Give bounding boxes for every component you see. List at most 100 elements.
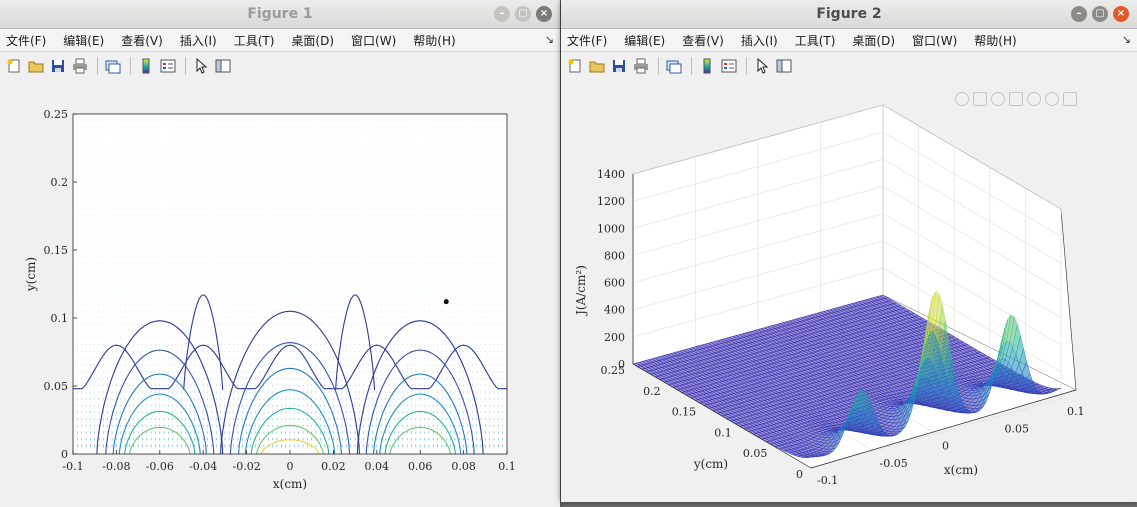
x-tick-label: 0.08 [451, 460, 476, 473]
menu-insert[interactable]: 插入(I) [179, 33, 217, 48]
pointer-icon[interactable] [191, 56, 211, 76]
contour-line [384, 410, 456, 455]
home-icon[interactable] [1063, 92, 1077, 106]
zoom-in-icon[interactable] [1027, 92, 1041, 106]
figure1-window[interactable]: Figure 1 – ▢ × 文件(F) 编辑(E) 查看(V) 插入(I) 工… [0, 0, 560, 507]
open-file-icon[interactable] [587, 56, 607, 76]
data-tip-icon[interactable] [973, 92, 987, 106]
quiver-field [77, 120, 503, 448]
figure1-toolbar [0, 52, 560, 81]
link-plot-icon[interactable] [103, 56, 123, 76]
contour-line [365, 349, 475, 455]
figure1-title: Figure 1 [247, 6, 313, 22]
brush-icon[interactable] [955, 92, 969, 106]
new-figure-icon[interactable] [565, 56, 585, 76]
menu-help[interactable]: 帮助(H) [974, 33, 1017, 48]
rotate-icon[interactable] [991, 92, 1005, 106]
menu-help[interactable]: 帮助(H) [413, 33, 456, 48]
contour-line [183, 294, 224, 391]
menu-overflow-icon[interactable]: ↘ [544, 33, 554, 46]
contour-line [112, 373, 207, 455]
menu-view[interactable]: 查看(V) [121, 33, 163, 48]
figure1-titlebar[interactable]: Figure 1 – ▢ × [0, 0, 560, 29]
new-figure-icon[interactable] [4, 56, 24, 76]
x-tick-label: -0.1 [62, 460, 83, 473]
figure1-canvas[interactable]: -0.1 -0.08 -0.06 -0.04 -0.02 0 0.02 0.04 0.06 0.0… [0, 80, 560, 507]
contour-line [229, 342, 351, 455]
axes-toolbar [955, 92, 1077, 106]
contour-line [129, 426, 191, 455]
minimize-icon[interactable]: – [1071, 6, 1087, 22]
figure1-menubar: 文件(F) 编辑(E) 查看(V) 插入(I) 工具(T) 桌面(D) 窗口(W… [0, 29, 560, 52]
link-plot-icon[interactable] [664, 56, 684, 76]
y-tick-label: 0.25 [44, 108, 69, 121]
close-icon[interactable]: × [536, 6, 552, 22]
colorbar-icon[interactable] [697, 56, 717, 76]
x-tick-label: -0.06 [146, 460, 174, 473]
contour-line [379, 393, 462, 455]
property-editor-icon[interactable] [213, 56, 233, 76]
menu-tools[interactable]: 工具(T) [794, 33, 836, 48]
contour-line [118, 393, 201, 455]
contour-line [260, 439, 320, 455]
contour-line [238, 367, 342, 455]
property-editor-icon[interactable] [774, 56, 794, 76]
surface-plot[interactable]: 020040060080010001200140000.050.10.150.2… [561, 80, 1137, 502]
legend-icon[interactable] [158, 56, 178, 76]
menu-tools[interactable]: 工具(T) [233, 33, 275, 48]
figure2-toolbar [561, 52, 1137, 81]
colorbar-icon[interactable] [136, 56, 156, 76]
save-icon[interactable] [48, 56, 68, 76]
y-tick-label: 0.2 [51, 176, 69, 189]
contour-line [335, 294, 376, 391]
close-icon[interactable]: × [1113, 6, 1129, 22]
menu-view[interactable]: 查看(V) [682, 33, 724, 48]
contour-line [73, 344, 507, 390]
menu-desktop[interactable]: 桌面(D) [852, 33, 896, 48]
maximize-icon[interactable]: ▢ [1092, 6, 1108, 22]
print-icon[interactable] [70, 56, 90, 76]
contour-line [105, 349, 215, 455]
y-tick-label: 0.1 [51, 312, 69, 325]
figure2-window[interactable]: Figure 2 – ▢ × 文件(F) 编辑(E) 查看(V) 插入(I) 工… [561, 0, 1137, 502]
figure2-canvas[interactable]: 0 200 400 600 800 1000 1200 1400 0 0.05 0.1 0.15 0.2… [561, 80, 1137, 502]
legend-icon[interactable] [719, 56, 739, 76]
menu-insert[interactable]: 插入(I) [740, 33, 778, 48]
y-tick-label: 0 [61, 448, 68, 461]
menu-window[interactable]: 窗口(W) [351, 33, 397, 48]
menu-edit[interactable]: 编辑(E) [63, 33, 105, 48]
menu-file[interactable]: 文件(F) [567, 33, 608, 48]
figure2-title: Figure 2 [816, 6, 882, 22]
y-tick-label: 0.05 [44, 380, 69, 393]
menu-window[interactable]: 窗口(W) [912, 33, 958, 48]
contour-line [96, 320, 224, 455]
save-icon[interactable] [609, 56, 629, 76]
contour-quiver-plot[interactable]: -0.1 -0.08 -0.06 -0.04 -0.02 0 0.02 0.04 0.06 0.0… [0, 80, 560, 507]
contour-line [124, 410, 196, 455]
x-axis-label: x(cm) [273, 477, 307, 491]
pointer-icon[interactable] [752, 56, 772, 76]
figure2-menubar: 文件(F) 编辑(E) 查看(V) 插入(I) 工具(T) 桌面(D) 窗口(W… [561, 29, 1137, 52]
x-tick-label: -0.02 [232, 460, 260, 473]
menu-edit[interactable]: 编辑(E) [624, 33, 666, 48]
figure2-titlebar[interactable]: Figure 2 – ▢ × [561, 0, 1137, 29]
contour-line [373, 373, 468, 455]
menu-overflow-icon[interactable]: ↘ [1121, 33, 1131, 46]
menu-file[interactable]: 文件(F) [6, 33, 47, 48]
open-file-icon[interactable] [26, 56, 46, 76]
y-tick-label: 0.15 [44, 244, 69, 257]
pan-icon[interactable] [1009, 92, 1023, 106]
plot-area [73, 114, 507, 454]
minimize-icon[interactable]: – [494, 6, 510, 22]
x-tick-label: -0.08 [102, 460, 130, 473]
data-marker [443, 299, 449, 305]
x-tick-label: -0.04 [189, 460, 217, 473]
zoom-out-icon[interactable] [1045, 92, 1059, 106]
x-tick-label: 0.04 [365, 460, 390, 473]
x-tick-label: 0.06 [408, 460, 433, 473]
contour-line [356, 320, 484, 455]
menu-desktop[interactable]: 桌面(D) [291, 33, 335, 48]
x-tick-label: 0 [287, 460, 294, 473]
print-icon[interactable] [631, 56, 651, 76]
maximize-icon[interactable]: ▢ [515, 6, 531, 22]
